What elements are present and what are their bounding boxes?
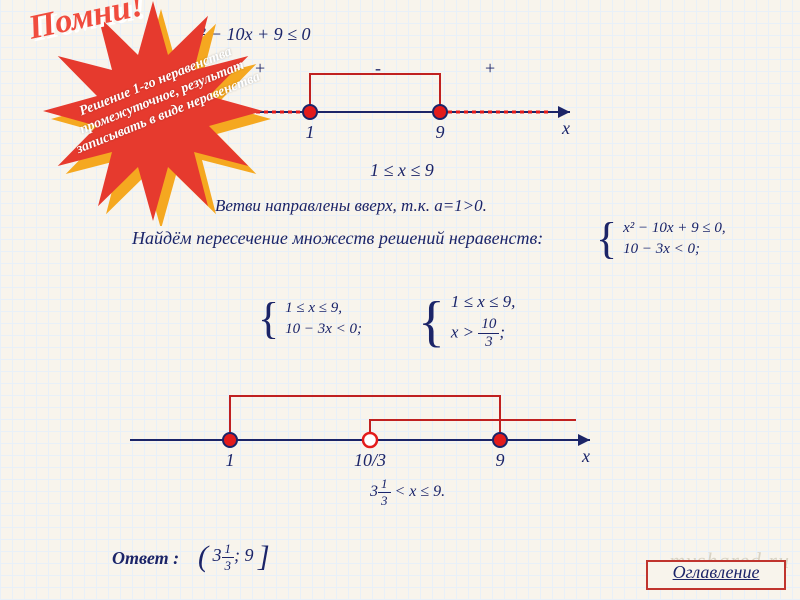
svg-text:10/3: 10/3	[354, 450, 386, 470]
axis-label-2: x	[582, 446, 590, 467]
toc-button[interactable]: Оглавление	[646, 560, 786, 590]
svg-text:1: 1	[226, 450, 235, 470]
answer-label: Ответ :	[112, 548, 179, 569]
svg-text:9: 9	[496, 450, 505, 470]
final-inequality: 313 < x ≤ 9.	[370, 476, 445, 509]
answer-value: ( 313; 9 ]	[198, 540, 270, 574]
reminder-starburst: Помни! Решение 1-го неравенства промежут…	[18, 0, 288, 226]
